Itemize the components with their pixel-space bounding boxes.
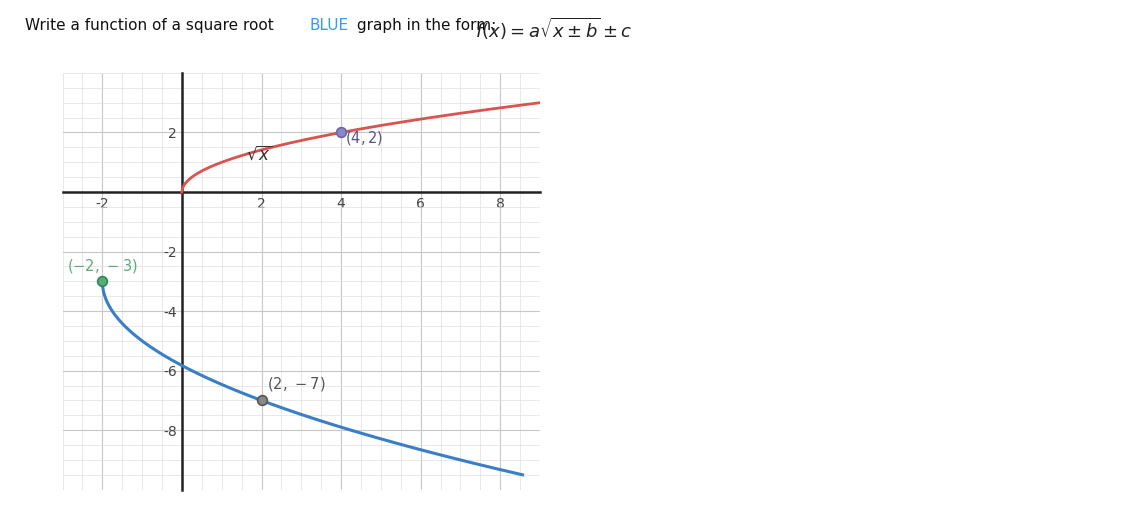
Text: $f(x) = a\sqrt{x \pm b} \pm c$: $f(x) = a\sqrt{x \pm b} \pm c$ (475, 16, 633, 42)
Text: $\sqrt{x}$: $\sqrt{x}$ (246, 145, 272, 163)
Text: graph in the form:: graph in the form: (352, 18, 501, 33)
Text: BLUE: BLUE (309, 18, 348, 33)
Text: Write a function of a square root: Write a function of a square root (25, 18, 279, 33)
Text: $(2,\,-7)$: $(2,\,-7)$ (267, 375, 326, 393)
Text: $(-2,\,-3)$: $(-2,\,-3)$ (67, 257, 138, 276)
Text: $(4, 2)$: $(4, 2)$ (345, 129, 383, 147)
